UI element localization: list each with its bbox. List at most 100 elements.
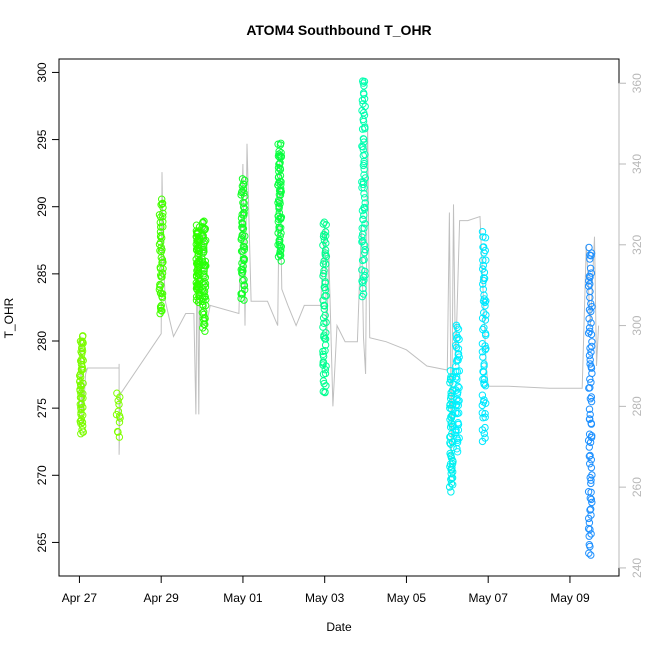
y-tick-label: 275 bbox=[35, 398, 49, 418]
data-point bbox=[359, 290, 368, 298]
data-point bbox=[361, 246, 369, 254]
data-point bbox=[238, 175, 247, 183]
data-point bbox=[587, 319, 595, 327]
data-point bbox=[587, 269, 596, 277]
data-point bbox=[361, 271, 369, 280]
data-point bbox=[157, 281, 165, 289]
y-tick-label: 280 bbox=[35, 331, 49, 351]
data-point bbox=[586, 410, 594, 419]
data-point bbox=[479, 325, 487, 334]
data-point bbox=[479, 353, 487, 361]
data-point bbox=[155, 286, 164, 294]
data-point bbox=[480, 324, 488, 332]
data-point bbox=[113, 389, 121, 397]
y-tick-label: 290 bbox=[35, 196, 49, 216]
data-point bbox=[453, 400, 461, 409]
data-point bbox=[274, 212, 283, 220]
data-point bbox=[587, 420, 596, 428]
data-point bbox=[159, 212, 167, 221]
data-point bbox=[275, 160, 283, 169]
data-point bbox=[586, 460, 594, 468]
data-point bbox=[238, 219, 246, 227]
data-point bbox=[240, 176, 249, 185]
data-point bbox=[274, 199, 282, 207]
data-point bbox=[360, 138, 368, 146]
data-point bbox=[586, 360, 594, 368]
data-point bbox=[239, 277, 247, 285]
data-point bbox=[360, 248, 369, 257]
data-point bbox=[238, 223, 246, 232]
data-point bbox=[587, 479, 595, 488]
y2-tick-label: 320 bbox=[630, 234, 644, 254]
data-point bbox=[586, 451, 594, 460]
y-tick-label: 265 bbox=[35, 532, 49, 552]
data-point bbox=[454, 350, 463, 358]
data-point bbox=[157, 231, 165, 240]
data-point bbox=[276, 177, 284, 186]
data-point bbox=[588, 432, 596, 440]
data-point bbox=[481, 234, 490, 242]
data-point bbox=[478, 228, 487, 236]
data-point bbox=[454, 419, 462, 427]
data-point bbox=[157, 223, 165, 231]
data-point bbox=[320, 236, 329, 244]
data-point bbox=[76, 377, 84, 385]
data-point bbox=[454, 325, 463, 333]
data-point bbox=[480, 295, 488, 303]
data-point bbox=[158, 294, 167, 302]
data-point bbox=[588, 338, 596, 346]
data-points-layer bbox=[76, 77, 596, 559]
data-point bbox=[240, 276, 248, 284]
data-point bbox=[480, 274, 488, 282]
data-point bbox=[239, 242, 248, 251]
data-point bbox=[360, 157, 368, 166]
data-point bbox=[319, 260, 328, 268]
data-point bbox=[77, 404, 85, 412]
data-point bbox=[321, 228, 330, 236]
data-point bbox=[319, 272, 327, 280]
data-point bbox=[585, 277, 593, 285]
data-point bbox=[361, 199, 369, 207]
data-point bbox=[275, 150, 283, 158]
x-tick-label: May 01 bbox=[223, 591, 263, 605]
data-point bbox=[240, 180, 248, 189]
data-point bbox=[241, 286, 249, 294]
data-point bbox=[586, 273, 594, 281]
data-point bbox=[453, 395, 461, 403]
data-point bbox=[239, 255, 248, 263]
data-point bbox=[238, 231, 247, 240]
data-point bbox=[482, 311, 490, 319]
data-point bbox=[277, 149, 285, 157]
data-point bbox=[200, 310, 208, 319]
data-point bbox=[240, 246, 249, 254]
data-point bbox=[276, 251, 285, 259]
data-point bbox=[587, 393, 596, 401]
y-tick-label: 295 bbox=[35, 129, 49, 149]
data-point bbox=[321, 369, 330, 378]
data-point bbox=[360, 171, 368, 179]
data-point bbox=[320, 218, 328, 226]
data-point bbox=[481, 423, 489, 432]
data-point bbox=[78, 366, 86, 374]
data-point bbox=[77, 373, 85, 381]
data-point bbox=[198, 294, 207, 302]
data-point bbox=[114, 397, 122, 405]
data-point bbox=[358, 125, 367, 133]
data-point bbox=[586, 415, 594, 423]
data-point bbox=[586, 395, 595, 403]
data-point bbox=[588, 303, 596, 311]
data-point bbox=[321, 251, 329, 259]
data-point bbox=[586, 344, 594, 352]
data-point bbox=[586, 327, 594, 335]
data-point bbox=[200, 278, 208, 286]
y2-tick-label: 300 bbox=[630, 315, 644, 335]
data-point bbox=[158, 258, 166, 267]
data-point bbox=[588, 498, 596, 507]
data-point bbox=[479, 375, 487, 383]
data-point bbox=[586, 264, 595, 272]
data-point bbox=[585, 541, 593, 549]
data-point bbox=[360, 135, 368, 143]
data-point bbox=[157, 301, 166, 310]
data-point bbox=[276, 241, 284, 249]
